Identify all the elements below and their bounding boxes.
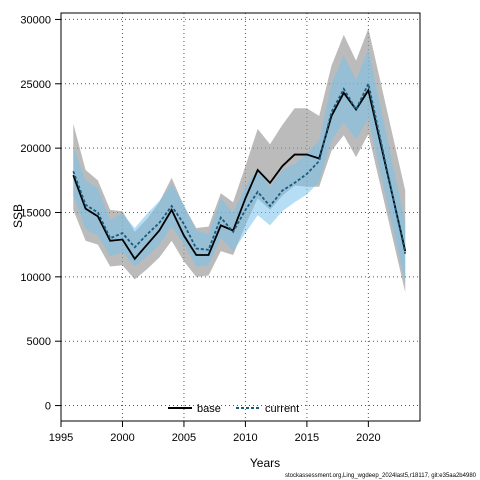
confidence-bands <box>73 28 406 293</box>
x-tick-label: 2020 <box>356 432 380 444</box>
band-current <box>73 49 406 284</box>
legend-base-label: base <box>197 403 221 415</box>
series-line-base <box>72 87 407 261</box>
y-tick-label: 5000 <box>27 336 51 348</box>
x-axis-label: Years <box>250 456 280 470</box>
x-axis: 1995 2000 2005 2010 2015 2020 <box>49 421 381 444</box>
series-line-current <box>72 81 407 254</box>
y-tick-label: 0 <box>45 401 51 413</box>
y-tick-label: 10000 <box>20 272 51 284</box>
y-tick-label: 30000 <box>20 14 51 26</box>
x-tick-label: 2010 <box>233 432 257 444</box>
plot-frame <box>60 12 421 422</box>
series-lines <box>72 81 407 261</box>
y-tick-label: 15000 <box>20 207 51 219</box>
legend-current-label: current <box>265 403 299 415</box>
y-axis-label: SSB <box>11 204 25 228</box>
x-tick-label: 2015 <box>295 432 319 444</box>
x-tick-label: 1995 <box>49 432 73 444</box>
source-caption: stockassessment.org,Ling_wgdeep_2024last… <box>285 473 477 479</box>
y-axis: 0 5000 10000 15000 20000 25000 30000 <box>20 14 61 413</box>
x-tick-label: 2000 <box>110 432 134 444</box>
x-tick-label: 2005 <box>172 432 196 444</box>
legend: base current <box>168 403 299 415</box>
y-tick-label: 25000 <box>20 79 51 91</box>
y-tick-label: 20000 <box>20 143 51 155</box>
